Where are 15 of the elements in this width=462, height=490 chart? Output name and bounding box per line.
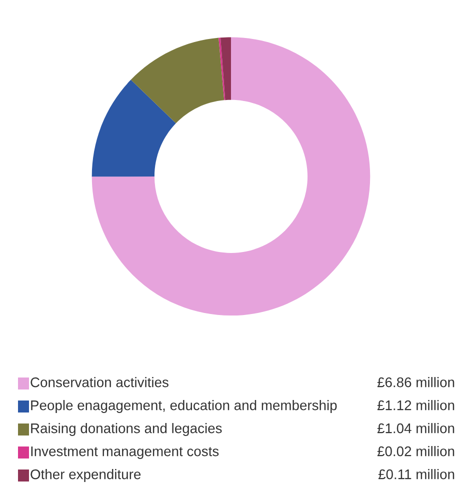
donut-slice	[218, 38, 226, 100]
donut-slice	[92, 37, 370, 316]
legend-label: People enagagement, education and membership	[31, 400, 337, 413]
legend-label: Raising donations and legacies	[31, 423, 222, 436]
donut-slice	[220, 37, 231, 100]
legend-label: Investment management costs	[31, 446, 219, 459]
data-label: £1.12 million	[377, 400, 454, 410]
donut-slice	[92, 80, 176, 177]
donut-slice	[130, 38, 224, 124]
data-label: £0.11 million	[378, 469, 454, 480]
legend-label: Conservation activities	[30, 377, 168, 388]
data-label: £1.04 million	[377, 423, 454, 434]
data-label: £0.02 million	[377, 446, 454, 456]
data-label: £6.86 million	[377, 377, 454, 388]
legend-label: Other expenditure	[30, 469, 141, 482]
